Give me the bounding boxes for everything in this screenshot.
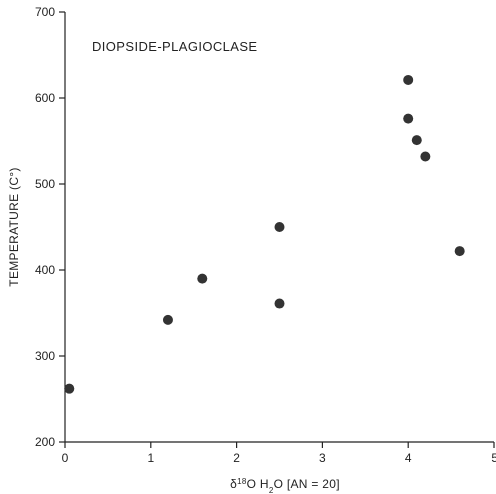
- x-tick-label: 2: [233, 451, 240, 465]
- y-ticks: 200 300 400 500 600 700: [35, 5, 65, 449]
- x-axis-title-subscript: 2: [269, 486, 274, 494]
- x-axis-title-delta: δ: [230, 477, 237, 491]
- x-axis-title-tail: O [AN = 20]: [274, 477, 340, 491]
- data-points: [64, 74, 465, 394]
- data-point: [197, 273, 208, 284]
- y-tick-label: 300: [35, 349, 55, 363]
- data-point: [420, 151, 431, 162]
- data-point: [162, 314, 173, 325]
- x-tick-label: 0: [62, 451, 69, 465]
- y-tick-label: 500: [35, 177, 55, 191]
- x-axis-title: δ18O H2O [AN = 20]: [230, 477, 340, 494]
- data-point: [403, 113, 414, 124]
- data-point: [64, 383, 75, 394]
- y-tick-label: 700: [35, 5, 55, 19]
- y-axis-title: TEMPERATURE (C°): [7, 167, 21, 286]
- data-point: [411, 135, 422, 146]
- x-axis-title-main: O H: [247, 477, 269, 491]
- x-tick-label: 5: [491, 451, 496, 465]
- y-tick-label: 600: [35, 91, 55, 105]
- x-axis-title-superscript: 18: [237, 477, 247, 486]
- x-tick-label: 4: [405, 451, 412, 465]
- x-tick-label: 3: [319, 451, 326, 465]
- data-point: [274, 222, 285, 232]
- data-point: [274, 298, 285, 309]
- x-ticks: 0 1 2 3 4 5: [62, 442, 496, 465]
- y-tick-label: 200: [35, 435, 55, 449]
- axes: [64, 12, 494, 443]
- data-point: [403, 74, 414, 85]
- data-point: [454, 246, 465, 257]
- y-tick-label: 400: [35, 263, 55, 277]
- x-tick-label: 1: [147, 451, 154, 465]
- chart-title: DIOPSIDE-PLAGIOCLASE: [92, 39, 258, 54]
